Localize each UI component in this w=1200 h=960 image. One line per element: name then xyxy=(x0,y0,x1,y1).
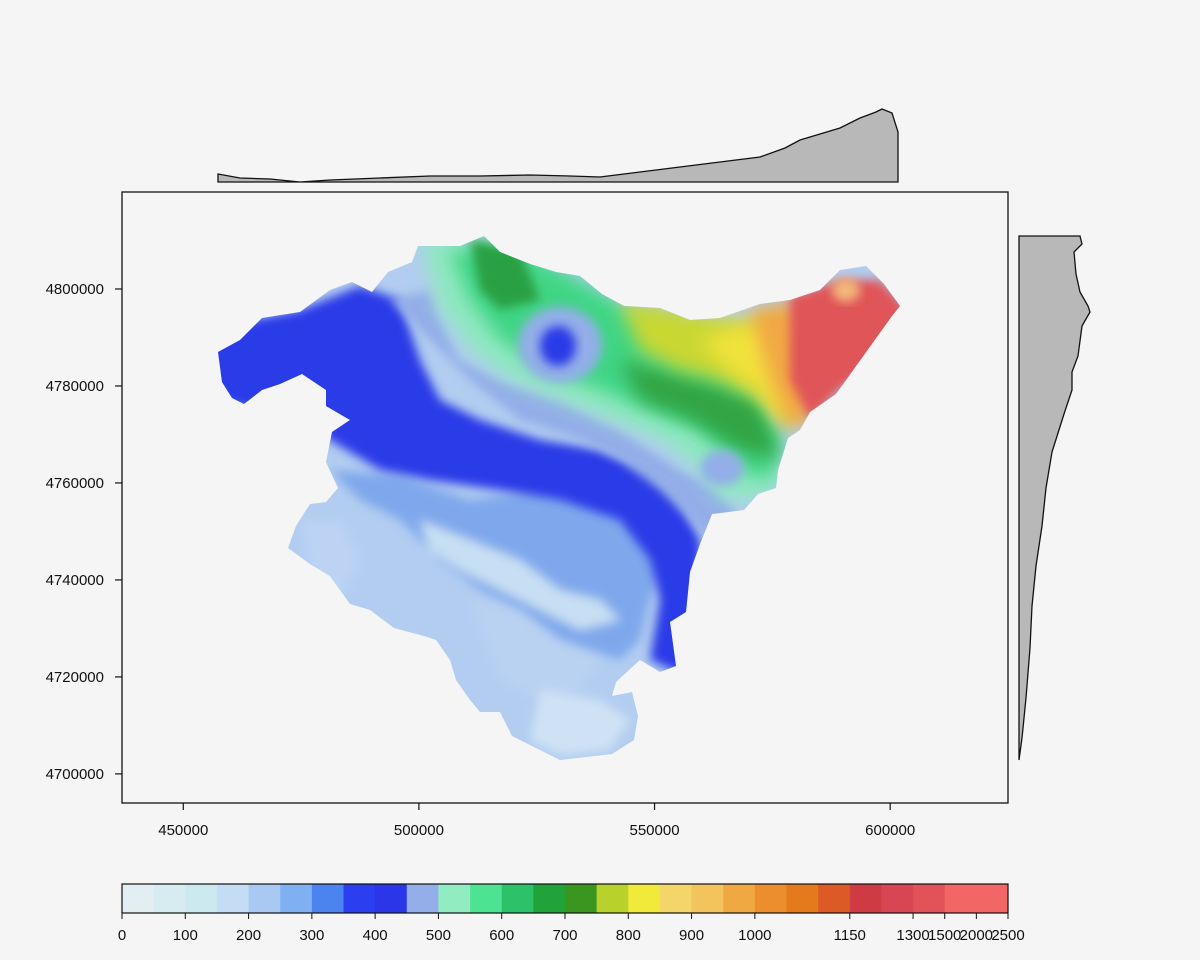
colorbar-tick-label: 800 xyxy=(616,927,641,944)
colorbar-segment xyxy=(470,884,503,913)
x-axis: 450000 500000 550000 600000 xyxy=(158,803,915,839)
colorbar-tick-label: 200 xyxy=(236,927,261,944)
y-tick-label: 4780000 xyxy=(46,378,104,395)
colorbar-segment xyxy=(628,884,661,913)
colorbar-tick-label: 600 xyxy=(489,927,514,944)
colorbar-tick-label: 1150 xyxy=(834,927,866,944)
colorbar-segment xyxy=(375,884,408,913)
colorbar-tick-label: 0 xyxy=(118,927,126,944)
colorbar-tick-label: 1000 xyxy=(738,927,771,944)
colorbar-tick-label: 500 xyxy=(426,927,451,944)
colorbar-tick-label: 300 xyxy=(299,927,324,944)
colorbar-segment xyxy=(311,884,344,913)
colorbar-segment xyxy=(216,884,250,913)
colorbar-segment xyxy=(501,884,534,913)
y-tick-label: 4720000 xyxy=(46,669,104,686)
y-tick-label: 4800000 xyxy=(46,281,104,298)
colorbar-segment xyxy=(913,884,946,913)
colorbar-segment xyxy=(343,884,376,913)
right-marginal-density xyxy=(1018,235,1091,761)
x-tick-label: 550000 xyxy=(630,822,680,839)
top-marginal-density xyxy=(217,108,899,183)
colorbar-segment xyxy=(723,884,756,913)
colorbar-segment xyxy=(122,884,155,913)
colorbar-tick-label: 100 xyxy=(173,927,198,944)
x-tick-label: 500000 xyxy=(394,822,444,839)
plot-frame xyxy=(121,191,1009,804)
colorbar-tick-label: 2000 xyxy=(960,927,993,944)
colorbar-segment xyxy=(944,884,977,913)
colorbar-segment xyxy=(153,884,186,913)
y-tick-label: 4760000 xyxy=(46,475,104,492)
colorbar-tick-label: 1300 xyxy=(896,927,929,944)
colorbar-segment xyxy=(533,884,566,913)
colorbar-segment xyxy=(248,884,281,913)
colorbar-segment xyxy=(596,884,629,913)
precipitation-surface xyxy=(218,236,900,760)
colorbar-tick-label: 900 xyxy=(679,927,704,944)
colorbar-segment xyxy=(976,884,1009,913)
x-tick-label: 600000 xyxy=(865,822,915,839)
colorbar-segment xyxy=(881,884,914,913)
x-tick-label: 450000 xyxy=(158,822,208,839)
colorbar-segment xyxy=(659,884,693,913)
y-tick-label: 4700000 xyxy=(46,766,104,783)
colorbar-segment xyxy=(565,884,598,913)
colorbar-segment xyxy=(818,884,851,913)
colorbar-segment xyxy=(280,884,313,913)
colorbar-segment xyxy=(849,884,882,913)
colorbar-tick-label: 700 xyxy=(552,927,577,944)
colorbar-segment xyxy=(406,884,439,913)
colorbar-segment xyxy=(438,884,471,913)
colorbar-segment xyxy=(691,884,724,913)
colorbar-tick-label: 400 xyxy=(363,927,388,944)
y-axis: 4700000 4720000 4740000 4760000 4780000 48000… xyxy=(46,281,122,783)
y-tick-label: 4740000 xyxy=(46,572,104,589)
colorbar-tick-label: 1500 xyxy=(928,927,961,944)
colorbar: 0 100 200 300 400 500 600 700 800 900 1000 1150 1300… xyxy=(118,883,1025,944)
colorbar-segment xyxy=(185,884,218,913)
colorbar-tick-label: 2500 xyxy=(991,927,1024,944)
colorbar-segment xyxy=(786,884,819,913)
colorbar-segment xyxy=(754,884,787,913)
